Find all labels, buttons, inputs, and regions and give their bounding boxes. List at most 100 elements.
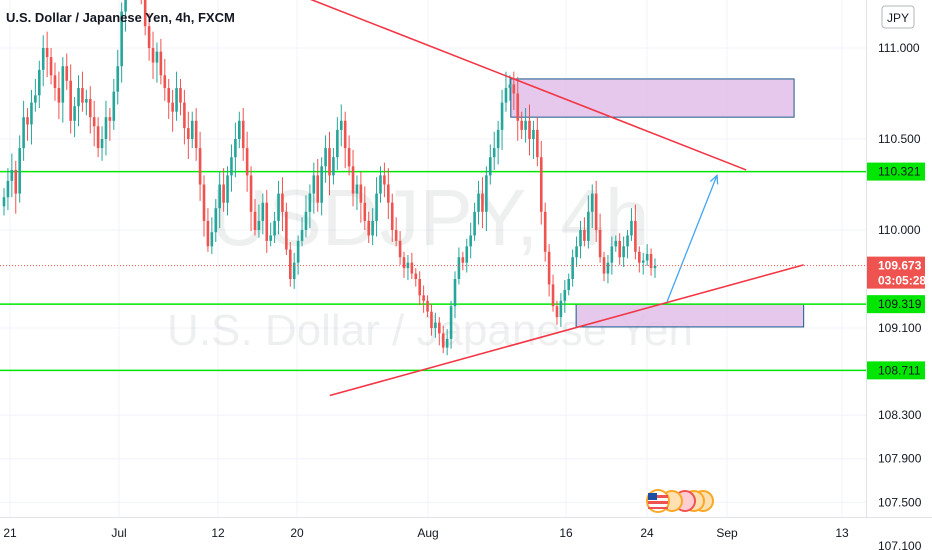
- candle-body: [206, 220, 210, 247]
- arrow-head: [709, 174, 719, 185]
- y-tick-label: 107.500: [878, 495, 922, 509]
- candle-body: [469, 235, 472, 247]
- y-tick-label: 107.900: [878, 452, 922, 466]
- candle-body: [583, 230, 586, 241]
- candle-body: [120, 11, 123, 67]
- y-tick-label: 110.000: [878, 223, 921, 237]
- candle-body: [563, 289, 567, 301]
- last-price-tag: [867, 256, 925, 289]
- candle-body: [645, 253, 649, 261]
- last-price-label: 109.673: [878, 259, 922, 273]
- candle-body: [277, 193, 280, 221]
- candle-body: [492, 148, 496, 158]
- candle-body: [359, 184, 363, 203]
- horizontal-levels[interactable]: [0, 170, 866, 372]
- candle-body: [438, 322, 441, 334]
- candle-body: [312, 175, 316, 194]
- x-tick-label: Jul: [111, 526, 126, 540]
- candle-body: [520, 120, 523, 130]
- us-flag-icon[interactable]: [646, 489, 670, 513]
- level-price-tag: [867, 162, 925, 181]
- time-axis[interactable]: 21 Jul 12 20 Aug 16 24 Sep 13: [3, 526, 849, 540]
- candle-body: [108, 117, 112, 121]
- candle-body: [238, 120, 241, 139]
- candle-body: [61, 66, 65, 103]
- candle-body: [434, 322, 437, 329]
- candle-body: [481, 193, 484, 212]
- candle-body: [218, 184, 221, 209]
- candle-body: [112, 91, 116, 121]
- candle-body: [532, 129, 535, 139]
- candle-body: [551, 284, 555, 307]
- watermark-symbol: USDJPY, 4h: [211, 173, 650, 262]
- candle-body: [371, 220, 374, 236]
- candle-body: [253, 211, 257, 230]
- candle-body: [430, 311, 433, 329]
- candle-body: [622, 246, 625, 258]
- x-tick-label: 24: [640, 526, 654, 540]
- candle-body: [379, 175, 382, 194]
- projection-arrow[interactable]: [666, 174, 719, 303]
- currency-badge[interactable]: JPY: [881, 5, 915, 29]
- supply-demand-zones[interactable]: [510, 78, 805, 328]
- candle-body: [390, 202, 394, 230]
- candle-body: [634, 220, 637, 252]
- candle-body: [269, 235, 272, 241]
- candle-body: [261, 202, 265, 221]
- candle-body: [155, 51, 159, 63]
- level-price-tag-label: 110.321: [878, 165, 921, 179]
- candle-body: [190, 120, 194, 139]
- candle-body: [351, 166, 355, 194]
- candle-body: [332, 157, 335, 176]
- candle-body: [500, 102, 504, 130]
- candle-body: [465, 246, 469, 263]
- candle-body: [159, 51, 163, 76]
- candle-body: [445, 338, 449, 348]
- candle-body: [249, 175, 253, 212]
- candle-body: [77, 88, 80, 107]
- x-tick-label: 16: [559, 526, 573, 540]
- candle-body: [422, 295, 425, 301]
- candle-body: [124, 0, 127, 12]
- candlestick-series: [2, 0, 657, 356]
- y-tick-label: 109.100: [878, 321, 922, 335]
- candle-body: [367, 220, 371, 236]
- candle-body: [22, 117, 25, 149]
- candle-body: [14, 169, 18, 194]
- candle-body: [308, 193, 312, 212]
- news-flags[interactable]: [646, 489, 714, 513]
- candle-body: [590, 193, 594, 212]
- level-price-tag-label: 108.711: [878, 363, 921, 377]
- candle-body: [543, 211, 547, 252]
- candle-body: [347, 148, 351, 167]
- price-zone: [510, 78, 795, 118]
- candle-body: [336, 129, 339, 158]
- candle-body: [575, 246, 578, 258]
- candle-body: [653, 265, 657, 269]
- candle-body: [363, 202, 367, 221]
- candle-body: [406, 262, 410, 269]
- price-axis[interactable]: 112.500112.000111.500111.000110.500110.0…: [878, 0, 922, 550]
- candle-body: [410, 262, 414, 274]
- candle-body: [65, 66, 69, 81]
- candle-body: [241, 120, 245, 149]
- candle-body: [579, 230, 582, 247]
- candle-body: [167, 88, 171, 103]
- level-price-tag: [867, 295, 925, 314]
- candle-body: [100, 139, 104, 149]
- candle-body: [485, 175, 488, 212]
- candle-body: [104, 117, 108, 139]
- chart-title: U.S. Dollar / Japanese Yen, 4h, FXCM: [6, 10, 235, 25]
- candle-body: [614, 240, 618, 247]
- y-tick-label: 111.000: [878, 41, 920, 55]
- candle-body: [547, 251, 551, 285]
- candle-body: [292, 262, 296, 280]
- candle-body: [602, 257, 606, 274]
- candle-body: [96, 126, 100, 149]
- candle-body: [453, 279, 457, 307]
- candle-body: [41, 48, 45, 70]
- candle-body: [210, 232, 214, 247]
- trend-lines[interactable]: [86, 0, 804, 397]
- x-tick-label: 13: [835, 526, 849, 540]
